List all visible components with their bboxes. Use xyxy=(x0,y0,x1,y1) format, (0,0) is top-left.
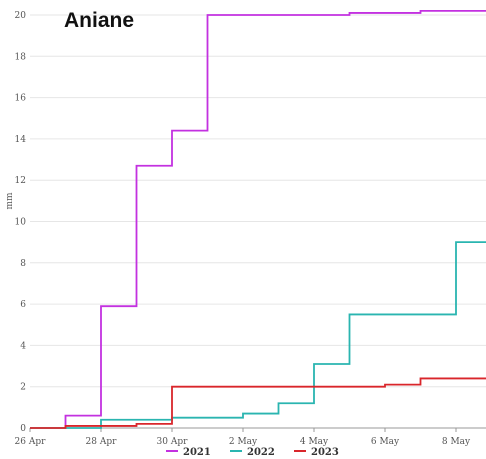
legend-label: 2021 xyxy=(183,447,211,458)
y-tick-label: 10 xyxy=(15,218,27,228)
y-tick-label: 12 xyxy=(15,176,26,186)
y-tick-label: 0 xyxy=(20,424,26,434)
y-tick-label: 4 xyxy=(20,341,26,351)
series-line-2022 xyxy=(30,241,486,429)
x-tick-label: 6 May xyxy=(371,437,400,447)
x-tick-label: 4 May xyxy=(300,437,329,447)
legend[interactable]: 2021 2022 2023 xyxy=(166,447,339,458)
x-tick-label: 2 May xyxy=(229,437,258,447)
y-tick-label: 2 xyxy=(20,383,26,393)
chart-title: Aniane xyxy=(64,9,134,32)
y-tick-label: 20 xyxy=(15,11,27,21)
y-tick-labels: 0 2 4 6 8 10 12 14 16 18 20 xyxy=(15,11,27,434)
series-lines xyxy=(30,9,486,429)
legend-label: 2023 xyxy=(311,447,339,458)
y-tick-label: 16 xyxy=(15,94,27,104)
x-tick-label: 30 Apr xyxy=(157,437,189,447)
y-tick-label: 8 xyxy=(20,259,26,269)
x-tick-label: 26 Apr xyxy=(15,437,47,447)
legend-label: 2022 xyxy=(247,447,275,458)
x-tick-label: 28 Apr xyxy=(86,437,118,447)
series-line-2023 xyxy=(30,377,486,429)
grid-lines xyxy=(30,14,486,388)
legend-item-2021[interactable]: 2021 xyxy=(166,447,211,458)
x-tick-labels: 26 Apr 28 Apr 30 Apr 2 May 4 May 6 May 8 May xyxy=(15,437,471,447)
y-tick-label: 18 xyxy=(15,52,27,62)
y-tick-label: 6 xyxy=(20,300,26,310)
y-tick-label: 14 xyxy=(15,135,27,145)
series-line-2021 xyxy=(64,9,486,428)
y-axis-label: mm xyxy=(5,192,15,210)
x-tick-label: 8 May xyxy=(442,437,471,447)
legend-item-2023[interactable]: 2023 xyxy=(294,447,339,458)
legend-item-2022[interactable]: 2022 xyxy=(230,447,275,458)
